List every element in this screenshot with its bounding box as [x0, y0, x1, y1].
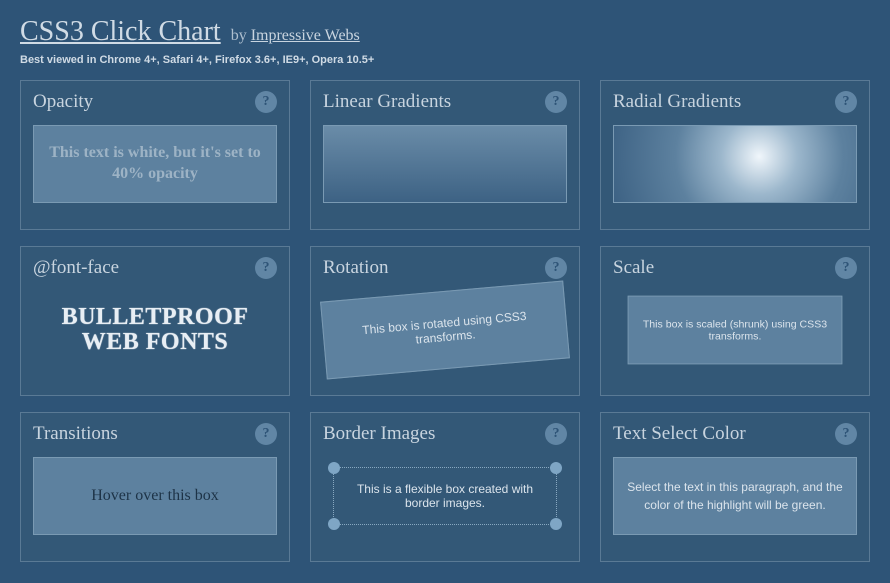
corner-dot-icon	[328, 462, 340, 474]
corner-dot-icon	[328, 518, 340, 530]
card-radial-gradients: Radial Gradients ?	[600, 80, 870, 230]
help-icon[interactable]: ?	[545, 257, 567, 279]
card-text-select-color: Text Select Color ? Select the text in t…	[600, 412, 870, 562]
linear-gradient-demo	[323, 125, 567, 203]
card-title-radial-gradients: Radial Gradients	[613, 91, 741, 113]
byline-link[interactable]: Impressive Webs	[251, 27, 360, 44]
help-icon[interactable]: ?	[255, 91, 277, 113]
byline: by Impressive Webs	[231, 27, 360, 45]
help-icon[interactable]: ?	[835, 423, 857, 445]
border-image-demo-text: This is a flexible box created with bord…	[357, 482, 533, 510]
scale-demo: This box is scaled (shrunk) using CSS3 t…	[628, 296, 843, 365]
card-transitions: Transitions ? Hover over this box	[20, 412, 290, 562]
rotation-demo: This box is rotated using CSS3 transform…	[320, 281, 570, 380]
card-title-text-select: Text Select Color	[613, 423, 746, 445]
help-icon[interactable]: ?	[545, 91, 567, 113]
card-font-face: @font-face ? Bulletproof Web Fonts	[20, 246, 290, 396]
opacity-demo: This text is white, but it's set to 40% …	[33, 125, 277, 203]
card-scale: Scale ? This box is scaled (shrunk) usin…	[600, 246, 870, 396]
page-title[interactable]: CSS3 Click Chart	[20, 16, 221, 48]
card-linear-gradients: Linear Gradients ?	[310, 80, 580, 230]
text-select-demo[interactable]: Select the text in this paragraph, and t…	[613, 457, 857, 535]
byline-prefix: by	[231, 27, 251, 44]
border-image-demo-wrap: This is a flexible box created with bord…	[323, 457, 567, 535]
border-image-demo: This is a flexible box created with bord…	[333, 467, 557, 525]
card-rotation: Rotation ? This box is rotated using CSS…	[310, 246, 580, 396]
card-opacity: Opacity ? This text is white, but it's s…	[20, 80, 290, 230]
card-border-images: Border Images ? This is a flexible box c…	[310, 412, 580, 562]
card-title-rotation: Rotation	[323, 257, 388, 279]
card-title-opacity: Opacity	[33, 91, 93, 113]
help-icon[interactable]: ?	[255, 423, 277, 445]
browser-support-note: Best viewed in Chrome 4+, Safari 4+, Fir…	[20, 54, 870, 66]
header: CSS3 Click Chart by Impressive Webs Best…	[20, 16, 870, 66]
corner-dot-icon	[550, 518, 562, 530]
card-title-transitions: Transitions	[33, 423, 118, 445]
radial-gradient-demo	[613, 125, 857, 203]
transitions-demo[interactable]: Hover over this box	[33, 457, 277, 535]
card-title-scale: Scale	[613, 257, 654, 279]
corner-dot-icon	[550, 462, 562, 474]
help-icon[interactable]: ?	[255, 257, 277, 279]
help-icon[interactable]: ?	[835, 91, 857, 113]
help-icon[interactable]: ?	[545, 423, 567, 445]
feature-grid: Opacity ? This text is white, but it's s…	[20, 80, 870, 562]
help-icon[interactable]: ?	[835, 257, 857, 279]
card-title-font-face: @font-face	[33, 257, 119, 279]
card-title-border-images: Border Images	[323, 423, 435, 445]
font-face-demo: Bulletproof Web Fonts	[33, 291, 277, 369]
card-title-linear-gradients: Linear Gradients	[323, 91, 451, 113]
